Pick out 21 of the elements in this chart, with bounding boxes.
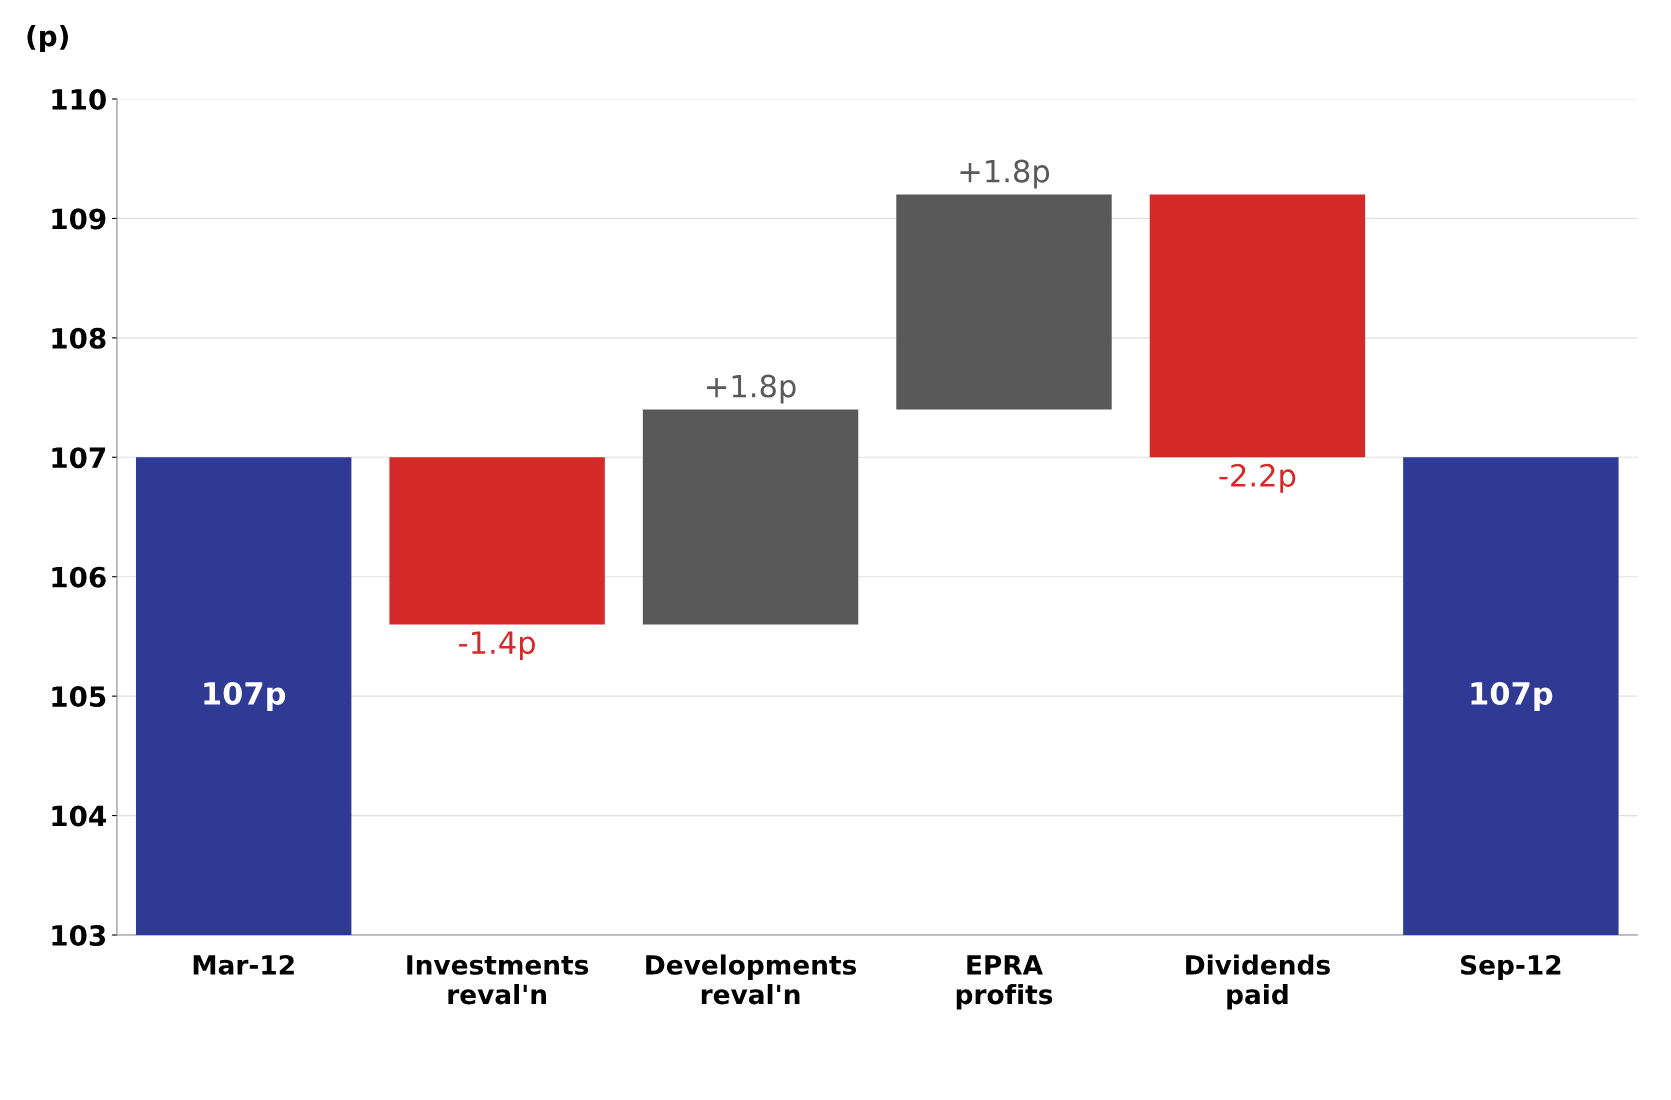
data-label: +1.8p (960, 159, 1050, 189)
x-tick-label: Mar-12 (193, 954, 294, 975)
data-label: +1.8p (707, 374, 796, 404)
y-tick-label: 104 (52, 805, 106, 827)
data-label: 107p (204, 681, 286, 711)
x-tick-label: Dividends paid (1186, 954, 1330, 1010)
y-axis-title: (p) (27, 25, 68, 52)
y-tick-label: 105 (52, 686, 106, 708)
data-label: -2.2p (1219, 463, 1296, 493)
data-label: 107p (1471, 681, 1553, 711)
data-label: -1.4p (459, 631, 535, 661)
x-tick-label: EPRA profits (956, 955, 1053, 1010)
y-tick-label: 109 (52, 208, 106, 230)
y-tick-label: 110 (52, 88, 106, 110)
x-tick-label: Investments reval'n (407, 955, 589, 1005)
x-tick-label: Sep-12 (1461, 954, 1561, 980)
y-tick-label: 103 (52, 924, 106, 946)
y-tick-label: 107 (52, 447, 106, 469)
y-tick-label: 106 (52, 566, 106, 588)
x-tick-label: Developments reval'n (646, 954, 857, 1005)
y-tick-label: 108 (52, 327, 106, 349)
